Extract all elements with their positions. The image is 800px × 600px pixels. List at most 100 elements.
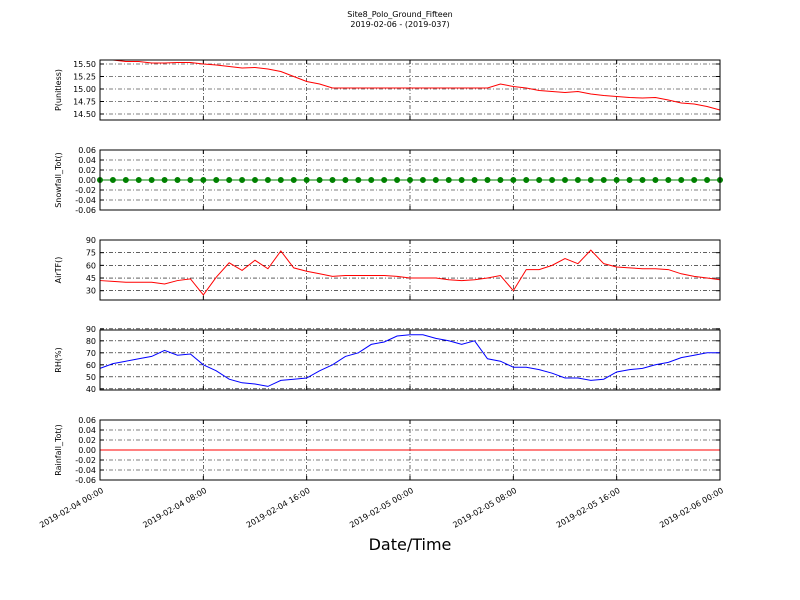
y-tick-label: 0.02	[78, 436, 96, 445]
y-axis-label: RH(%)	[54, 347, 63, 372]
plot-frame	[99, 329, 721, 391]
data-point	[161, 177, 168, 183]
y-tick-label: 0.00	[78, 176, 96, 185]
y-axis-label: Snowfall_Tot()	[54, 152, 63, 208]
data-point	[587, 177, 594, 183]
y-tick-label: 14.75	[73, 98, 96, 107]
data-point	[122, 177, 129, 183]
y-tick-label: 30	[86, 287, 96, 296]
data-point	[458, 177, 465, 183]
data-point	[471, 177, 478, 183]
data-point	[600, 177, 607, 183]
data-point	[135, 177, 142, 183]
x-tick-label: 2019-02-04 08:00	[141, 486, 208, 530]
y-tick-label: 15.50	[73, 60, 96, 69]
data-point	[419, 177, 426, 183]
y-tick-label: -0.06	[75, 206, 96, 215]
y-tick-label: 15.25	[73, 73, 96, 82]
y-tick-label: 40	[86, 385, 96, 394]
data-point	[652, 177, 659, 183]
data-point	[678, 177, 685, 183]
y-tick-label: 60	[86, 361, 96, 370]
x-axis-label: Date/Time	[369, 535, 452, 554]
data-point	[704, 177, 711, 183]
data-point	[665, 177, 672, 183]
y-tick-label: 0.04	[78, 426, 96, 435]
data-point	[200, 177, 207, 183]
y-tick-label: 45	[86, 274, 96, 283]
data-point	[381, 177, 388, 183]
y-tick-label: 15.00	[73, 85, 96, 94]
y-tick-label: -0.02	[75, 186, 96, 195]
data-point	[510, 177, 517, 183]
data-point	[432, 177, 439, 183]
y-tick-label: 0.02	[78, 166, 96, 175]
data-point	[639, 177, 646, 183]
x-tick-label: 2019-02-04 16:00	[245, 486, 312, 530]
chart-subtitle: 2019-02-06 - (2019-037)	[350, 20, 449, 29]
y-tick-label: 0.04	[78, 156, 96, 165]
data-point	[303, 177, 310, 183]
data-point	[691, 177, 698, 183]
data-point	[562, 177, 568, 183]
data-point	[148, 177, 155, 183]
data-point	[613, 177, 620, 183]
y-tick-label: 75	[86, 249, 96, 258]
data-point	[523, 177, 530, 183]
data-point	[368, 177, 375, 183]
data-point	[484, 177, 491, 183]
data-point	[174, 177, 181, 183]
data-point	[226, 177, 233, 183]
data-line	[99, 249, 721, 296]
y-axis-label: AirTF()	[54, 257, 63, 284]
data-point	[316, 177, 323, 183]
y-tick-label: 70	[86, 349, 96, 358]
y-tick-label: 0.06	[78, 146, 96, 155]
data-point	[109, 177, 116, 183]
data-point	[342, 177, 349, 183]
data-line	[100, 59, 721, 111]
x-tick-label: 2019-02-06 00:00	[658, 486, 725, 530]
data-point	[407, 177, 413, 183]
data-point	[574, 177, 581, 183]
y-tick-label: -0.06	[75, 476, 96, 485]
x-tick-label: 2019-02-05 08:00	[451, 486, 518, 530]
data-point	[445, 177, 452, 183]
plot-frame	[99, 149, 721, 211]
y-tick-label: 60	[86, 261, 96, 270]
x-tick-label: 2019-02-05 00:00	[348, 486, 415, 530]
data-point	[497, 177, 504, 183]
y-tick-label: -0.04	[75, 466, 96, 475]
data-point	[329, 177, 336, 183]
data-point	[239, 177, 246, 183]
plot-frame	[99, 59, 721, 121]
data-point	[536, 177, 543, 183]
data-point	[252, 177, 258, 183]
y-tick-label: 0.06	[78, 416, 96, 425]
data-point	[187, 177, 194, 183]
plot-frame	[99, 419, 721, 481]
y-tick-label: 50	[86, 373, 96, 382]
data-point	[277, 177, 284, 183]
y-tick-label: 90	[86, 325, 96, 334]
y-tick-label: 0.00	[78, 446, 96, 455]
y-tick-label: -0.04	[75, 196, 96, 205]
data-point	[549, 177, 556, 183]
y-axis-label: P(unitless)	[54, 69, 63, 111]
data-point	[355, 177, 362, 183]
y-tick-label: 14.50	[73, 110, 96, 119]
chart-title: Site8_Polo_Ground_Fifteen	[347, 10, 452, 19]
x-tick-label: 2019-02-04 00:00	[38, 486, 105, 530]
y-axis-label: Rainfall_Tot()	[54, 424, 63, 476]
y-tick-label: 90	[86, 236, 96, 245]
y-tick-label: -0.02	[75, 456, 96, 465]
x-tick-label: 2019-02-05 16:00	[555, 486, 622, 530]
plot-frame	[99, 239, 721, 301]
data-line	[99, 334, 720, 387]
data-point	[394, 177, 401, 183]
data-point	[290, 177, 297, 183]
data-point	[213, 177, 220, 183]
data-point	[626, 177, 633, 183]
y-tick-label: 80	[86, 337, 96, 346]
